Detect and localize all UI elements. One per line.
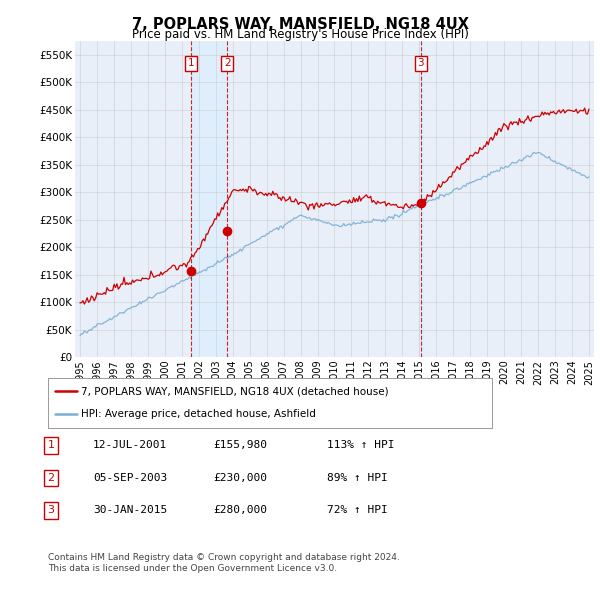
Text: £230,000: £230,000 <box>213 473 267 483</box>
Bar <box>418 41 423 357</box>
Text: 7, POPLARS WAY, MANSFIELD, NG18 4UX: 7, POPLARS WAY, MANSFIELD, NG18 4UX <box>131 17 469 31</box>
Text: This data is licensed under the Open Government Licence v3.0.: This data is licensed under the Open Gov… <box>48 565 337 573</box>
Text: 1: 1 <box>188 58 194 68</box>
Text: 7, POPLARS WAY, MANSFIELD, NG18 4UX (detached house): 7, POPLARS WAY, MANSFIELD, NG18 4UX (det… <box>82 386 389 396</box>
Text: 72% ↑ HPI: 72% ↑ HPI <box>327 506 388 515</box>
Text: 3: 3 <box>47 506 55 515</box>
Text: 89% ↑ HPI: 89% ↑ HPI <box>327 473 388 483</box>
Text: Contains HM Land Registry data © Crown copyright and database right 2024.: Contains HM Land Registry data © Crown c… <box>48 553 400 562</box>
Text: 1: 1 <box>47 441 55 450</box>
Text: 3: 3 <box>418 58 424 68</box>
Text: 2: 2 <box>47 473 55 483</box>
Text: Price paid vs. HM Land Registry's House Price Index (HPI): Price paid vs. HM Land Registry's House … <box>131 28 469 41</box>
Bar <box>191 41 227 357</box>
Text: 2: 2 <box>224 58 230 68</box>
Text: £155,980: £155,980 <box>213 441 267 450</box>
Text: 05-SEP-2003: 05-SEP-2003 <box>93 473 167 483</box>
Text: 12-JUL-2001: 12-JUL-2001 <box>93 441 167 450</box>
Text: £280,000: £280,000 <box>213 506 267 515</box>
Text: HPI: Average price, detached house, Ashfield: HPI: Average price, detached house, Ashf… <box>82 409 316 419</box>
Text: 113% ↑ HPI: 113% ↑ HPI <box>327 441 395 450</box>
Text: 30-JAN-2015: 30-JAN-2015 <box>93 506 167 515</box>
